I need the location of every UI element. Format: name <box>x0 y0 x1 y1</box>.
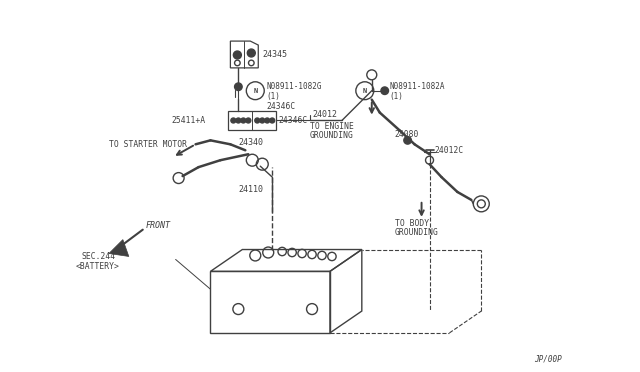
FancyBboxPatch shape <box>228 110 276 131</box>
Circle shape <box>241 118 246 123</box>
Circle shape <box>265 118 269 123</box>
Text: TO BODY: TO BODY <box>395 219 429 228</box>
Text: (1): (1) <box>266 92 280 101</box>
Text: 24346C: 24346C <box>266 102 296 111</box>
Circle shape <box>247 49 255 57</box>
Circle shape <box>235 83 242 90</box>
Text: 24110: 24110 <box>238 186 263 195</box>
Text: 24080: 24080 <box>395 130 419 139</box>
Polygon shape <box>109 240 129 256</box>
Text: 24345: 24345 <box>262 51 287 60</box>
Circle shape <box>381 87 388 94</box>
Text: N: N <box>363 88 367 94</box>
Text: GROUNDING: GROUNDING <box>310 131 354 140</box>
Text: N08911-1082G: N08911-1082G <box>266 82 322 91</box>
Circle shape <box>231 118 236 123</box>
Circle shape <box>246 118 251 123</box>
Text: JP/00P: JP/00P <box>534 354 562 363</box>
Text: 24012C: 24012C <box>435 146 464 155</box>
Text: TO STARTER MOTOR: TO STARTER MOTOR <box>109 140 187 149</box>
Circle shape <box>260 118 265 123</box>
Text: 24012: 24012 <box>312 110 337 119</box>
Text: <BATTERY>: <BATTERY> <box>76 262 120 271</box>
Text: GROUNDING: GROUNDING <box>395 228 438 237</box>
Text: SEC.244: SEC.244 <box>81 252 115 261</box>
Text: 24340: 24340 <box>238 138 263 147</box>
Text: N: N <box>253 88 257 94</box>
Circle shape <box>255 118 260 123</box>
Text: TO ENGINE: TO ENGINE <box>310 122 354 131</box>
Circle shape <box>404 137 412 144</box>
Text: 25411+A: 25411+A <box>172 116 205 125</box>
Circle shape <box>269 118 275 123</box>
Text: (1): (1) <box>390 92 404 101</box>
Circle shape <box>234 51 241 59</box>
Text: 24346C: 24346C <box>278 116 307 125</box>
Circle shape <box>236 118 241 123</box>
Text: FRONT: FRONT <box>146 221 171 230</box>
Text: N08911-1082A: N08911-1082A <box>390 82 445 91</box>
